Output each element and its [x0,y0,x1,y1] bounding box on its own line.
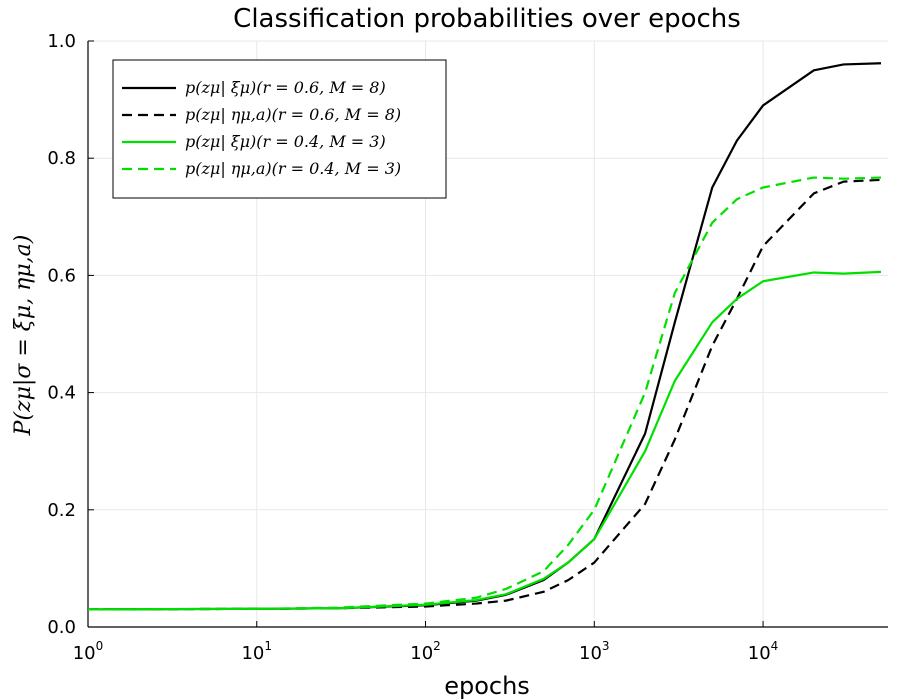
x-tick-label: 101 [241,639,272,664]
chart-title: Classification probabilities over epochs [233,4,741,34]
legend-label-3: p(zμ| ξμ)(r = 0.4, M = 3) [185,132,386,151]
x-axis-label: epochs [444,672,530,700]
x-tick-label: 103 [579,639,610,664]
y-tick-label: 1.0 [47,31,76,52]
series-group [87,62,882,611]
ticks: 100 101 102 103 104 0.0 0.2 0.4 0.6 0.8 1.0 [47,31,778,664]
axes [87,41,888,628]
y-axis-label: P(zμ|σ = ξμ, ημ,a) [11,235,36,437]
series-line-2 [87,178,882,611]
legend-label-1: p(zμ| ξμ)(r = 0.6, M = 8) [185,78,386,97]
y-tick-label: 0.2 [47,500,76,521]
legend-label-4: p(zμ| ημ,a)(r = 0.4, M = 3) [185,159,401,178]
x-tick-label: 104 [748,639,779,664]
y-axis-label-group: P(zμ|σ = ξμ, ημ,a) [11,235,36,437]
x-tick-label: 100 [73,639,104,664]
legend: p(zμ| ξμ)(r = 0.6, M = 8) p(zμ| ημ,a)(r =… [112,59,447,199]
y-tick-label: 0.6 [47,265,76,286]
legend-box [112,59,447,199]
y-tick-label: 0.8 [47,148,76,169]
x-tick-label: 102 [410,639,441,664]
y-tick-label: 0.0 [47,617,76,638]
series-line-4 [87,176,882,611]
y-tick-label: 0.4 [47,383,76,404]
legend-label-2: p(zμ| ημ,a)(r = 0.6, M = 8) [185,105,401,124]
